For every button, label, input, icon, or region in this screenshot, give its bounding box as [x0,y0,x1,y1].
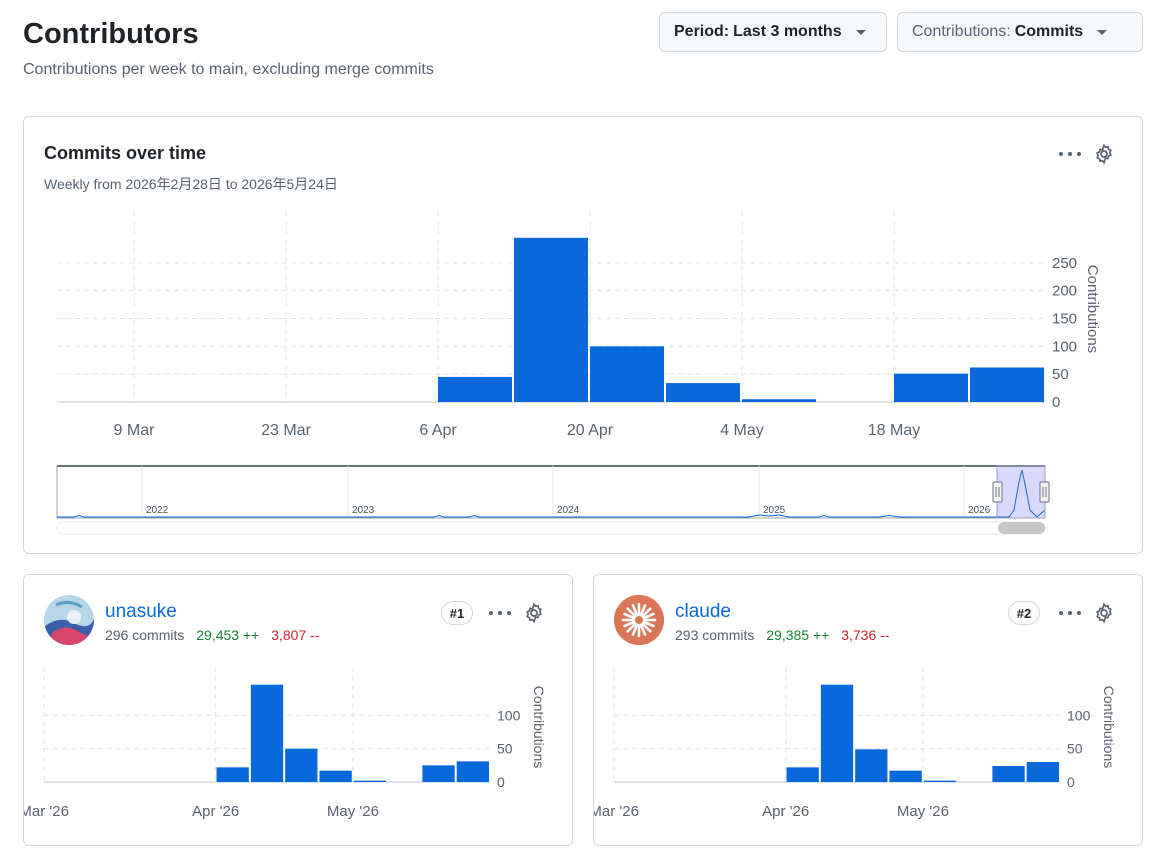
deletions-count: 3,807 -- [271,627,320,643]
overview-year-label: 2023 [352,505,375,516]
y-axis-title: Contributions [531,686,547,769]
x-tick-label: May '26 [327,803,379,820]
chart-bar[interactable] [216,767,249,782]
chart-bar[interactable] [285,748,318,782]
commit-count: 293 commits [675,627,755,643]
chevron-down-icon [1097,29,1108,35]
y-tick-label: 0 [1067,774,1075,790]
chart-bar[interactable] [319,770,352,782]
y-tick-label: 50 [1052,366,1069,383]
contributor-name-link[interactable]: unasuke [105,601,177,622]
contributor-stats: 296 commits 29,453 ++ 3,807 -- [105,627,319,643]
gear-icon[interactable] [1090,140,1118,168]
y-tick-label: 50 [497,741,513,757]
chart-bar[interactable] [894,373,968,402]
period-label-value: Last 3 months [733,23,842,40]
x-tick-label: Apr '26 [192,803,239,820]
overview-scrollbar-thumb[interactable] [998,522,1045,534]
deletions-count: 3,736 -- [841,627,890,643]
chart-bar[interactable] [970,367,1044,402]
x-tick-label: 23 Mar [261,422,311,439]
x-tick-label: 9 Mar [114,422,156,439]
chart-bar[interactable] [855,749,888,782]
y-tick-label: 100 [1067,707,1091,723]
x-tick-label: Apr '26 [762,803,809,820]
x-tick-label: 6 Apr [419,422,457,439]
more-options-icon[interactable] [1056,599,1084,627]
chart-bar[interactable] [250,684,284,782]
gear-icon[interactable] [520,599,548,627]
commits-over-time-card: Commits over time Weekly from 2026年2月28日… [23,116,1143,554]
x-tick-label: May '26 [897,803,949,820]
x-tick-label: 18 May [868,422,920,439]
chart-bar[interactable] [590,346,664,402]
additions-count: 29,453 ++ [196,627,260,643]
x-tick-label: Mar '26 [24,803,69,820]
main-chart-subtitle: Weekly from 2026年2月28日 to 2026年5月24日 [44,176,338,192]
y-tick-label: 50 [1067,741,1083,757]
chart-bar[interactable] [422,765,455,782]
y-axis-title: Contributions [1101,686,1117,769]
contributor-card-claude: claude 293 commits 29,385 ++ 3,736 -- #2… [593,574,1143,846]
avatar[interactable] [614,595,664,645]
contributor-chart: 0 50 100 Mar '26 Apr '26 May '26 Contributions [594,667,1117,820]
x-tick-label: Mar '26 [594,803,639,820]
rank-badge: #1 [441,601,473,625]
page-subtitle: Contributions per week to main, excludin… [23,61,434,78]
commit-count: 296 commits [105,627,185,643]
chart-bar[interactable] [514,237,588,402]
y-tick-label: 100 [1052,338,1077,355]
contributor-card-unasuke: unasuke 296 commits 29,453 ++ 3,807 -- #… [23,574,573,846]
chart-bar[interactable] [438,376,512,402]
gear-icon[interactable] [1090,599,1118,627]
chart-bar[interactable] [923,780,957,782]
claude-starburst-icon [614,595,664,645]
contributor-stats: 293 commits 29,385 ++ 3,736 -- [675,627,889,643]
overview-scrollbar-track[interactable] [56,521,1046,535]
x-tick-label: 20 Apr [567,422,614,439]
main-chart: 0 50 100 150 200 250 9 Mar 23 Mar 6 Apr 20 Apr 4 M… [57,212,1101,439]
y-tick-label: 0 [497,774,505,790]
overview-navigator[interactable]: 2022 2023 2024 2025 2026 [24,462,1142,542]
range-handle-right[interactable] [1039,481,1050,503]
more-options-icon[interactable] [1056,140,1084,168]
overview-year-label: 2022 [146,505,169,516]
y-tick-label: 0 [1052,394,1060,411]
chart-bar[interactable] [742,399,816,402]
y-tick-label: 100 [497,707,521,723]
overview-year-label: 2026 [968,505,991,516]
x-tick-label: 4 May [720,422,764,439]
overview-selection[interactable] [996,465,1046,519]
y-tick-label: 250 [1052,255,1077,272]
chart-bar[interactable] [1026,762,1059,782]
contributions-label-value: Commits [1014,23,1084,40]
chevron-down-icon [855,29,866,35]
chart-bar[interactable] [820,684,854,782]
contributions-label-prefix: Contributions: [912,23,1011,40]
chart-bar[interactable] [666,383,740,402]
rank-badge: #2 [1008,601,1040,625]
contributor-chart: 0 50 100 Mar '26 Apr '26 May '26 Contributions [24,667,547,820]
overview-line [57,469,1046,518]
y-tick-label: 150 [1052,311,1077,328]
main-chart-title: Commits over time [44,143,207,163]
more-options-icon[interactable] [486,599,514,627]
contributor-name-link[interactable]: claude [675,601,731,622]
overview-year-label: 2024 [557,505,580,516]
overview-year-label: 2025 [763,505,786,516]
additions-count: 29,385 ++ [766,627,830,643]
chart-bar[interactable] [786,767,819,782]
range-handle-left[interactable] [992,481,1003,503]
y-tick-label: 200 [1052,283,1077,300]
page-title: Contributors [23,18,199,50]
y-axis-title: Contributions [1084,265,1101,353]
period-label-prefix: Period: [674,23,730,40]
period-dropdown[interactable]: Period: Last 3 months [659,12,887,52]
chart-bar[interactable] [992,766,1025,782]
avatar[interactable] [44,595,94,645]
contributions-dropdown[interactable]: Contributions: Commits [897,12,1143,52]
chart-bar[interactable] [889,770,922,782]
chart-bar[interactable] [456,761,489,782]
chart-bar[interactable] [353,780,387,782]
